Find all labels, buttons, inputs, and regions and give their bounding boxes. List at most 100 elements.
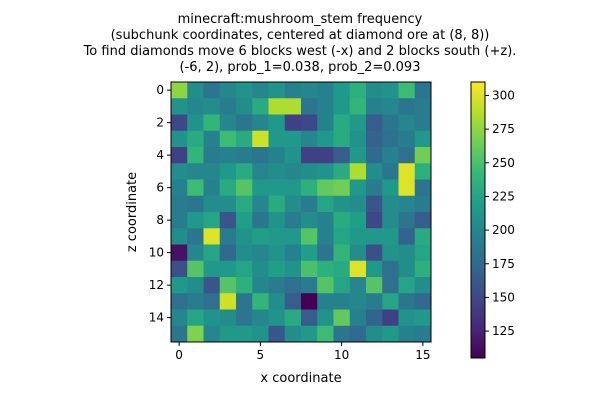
- heatmap-cell: [236, 228, 253, 245]
- heatmap-cell: [171, 260, 188, 278]
- heatmap-cell: [284, 293, 302, 310]
- heatmap-cell: [317, 82, 334, 99]
- heatmap-cell: [382, 98, 399, 115]
- heatmap-cell: [398, 309, 416, 327]
- heatmap-cell: [268, 309, 286, 327]
- heatmap-cell: [317, 260, 334, 278]
- heatmap-cell: [366, 163, 383, 180]
- heatmap-cell: [187, 325, 204, 343]
- y-tick-label: 12: [149, 278, 164, 292]
- heatmap-cell: [333, 130, 351, 148]
- heatmap-cell: [236, 325, 253, 343]
- heatmap-cell: [414, 147, 432, 164]
- heatmap-cell: [284, 163, 302, 180]
- heatmap-cell: [171, 325, 188, 343]
- heatmap-cell: [333, 179, 351, 197]
- heatmap-cell: [366, 82, 383, 99]
- heatmap-cell: [284, 277, 302, 294]
- heatmap-cell: [171, 179, 188, 197]
- heatmap-cell: [349, 98, 367, 115]
- heatmap-cell: [333, 228, 351, 245]
- heatmap-cell: [349, 147, 367, 164]
- heatmap-cell: [382, 163, 399, 180]
- heatmap-cell: [236, 114, 253, 132]
- colorbar-tick-label: 175: [492, 257, 515, 271]
- colorbar-tick-label: 275: [492, 122, 515, 136]
- heatmap-cell: [366, 309, 383, 327]
- heatmap-cell: [349, 244, 367, 262]
- colorbar-tick-label: 250: [492, 156, 515, 170]
- heatmap-cell: [398, 82, 416, 99]
- x-axis-label: x coordinate: [260, 371, 341, 386]
- heatmap-cell: [333, 293, 351, 310]
- heatmap-cell: [398, 114, 416, 132]
- heatmap-cell: [349, 293, 367, 310]
- heatmap-cell: [187, 277, 204, 294]
- heatmap-cell: [398, 277, 416, 294]
- heatmap-cell: [203, 260, 221, 278]
- y-tick-label: 6: [156, 181, 164, 195]
- heatmap-cell: [414, 260, 432, 278]
- heatmap-cell: [382, 293, 399, 310]
- heatmap-cell: [317, 147, 334, 164]
- y-tick-label: 0: [156, 83, 164, 97]
- heatmap-cell: [219, 228, 237, 245]
- heatmap-cell: [203, 244, 221, 262]
- heatmap-cell: [398, 260, 416, 278]
- heatmap-cell: [349, 228, 367, 245]
- heatmap-cell: [219, 260, 237, 278]
- heatmap-cell: [366, 130, 383, 148]
- heatmap-cell: [414, 293, 432, 310]
- heatmap-cell: [317, 195, 334, 213]
- heatmap-cell: [301, 309, 318, 327]
- heatmap-cell: [219, 114, 237, 132]
- heatmap-cell: [252, 130, 269, 148]
- heatmap-cell: [414, 195, 432, 213]
- heatmap-cell: [366, 244, 383, 262]
- chart-title-line-4: (-6, 2), prob_1=0.038, prob_2=0.093: [179, 60, 421, 75]
- heatmap-cell: [366, 228, 383, 245]
- heatmap-cell: [414, 179, 432, 197]
- heatmap-cell: [268, 98, 286, 115]
- heatmap-cell: [333, 114, 351, 132]
- heatmap-cell: [398, 98, 416, 115]
- heatmap-cell: [382, 195, 399, 213]
- heatmap-cell: [268, 179, 286, 197]
- heatmap-cell: [219, 163, 237, 180]
- heatmap-cell: [171, 147, 188, 164]
- heatmap-cell: [219, 98, 237, 115]
- heatmap-cell: [203, 277, 221, 294]
- heatmap-cell: [366, 98, 383, 115]
- heatmap-cell: [301, 260, 318, 278]
- heatmap-cell: [171, 163, 188, 180]
- chart-title-line-3: To find diamonds move 6 blocks west (-x)…: [83, 44, 517, 59]
- heatmap-cell: [187, 114, 204, 132]
- heatmap-cell: [349, 179, 367, 197]
- colorbar-tick-label: 200: [492, 223, 515, 237]
- colorbar-frame: [470, 81, 486, 359]
- heatmap-cell: [252, 195, 269, 213]
- heatmap-cell: [382, 212, 399, 229]
- heatmap-cell: [333, 277, 351, 294]
- heatmap-cell: [236, 244, 253, 262]
- heatmap-cell: [203, 163, 221, 180]
- heatmap-cell: [236, 195, 253, 213]
- heatmap-cell: [414, 130, 432, 148]
- heatmap-cell: [252, 212, 269, 229]
- heatmap-cell: [187, 147, 204, 164]
- heatmap-cell: [349, 82, 367, 99]
- heatmap-cell: [236, 147, 253, 164]
- heatmap-cell: [268, 130, 286, 148]
- heatmap-cell: [284, 195, 302, 213]
- heatmap-cell: [268, 277, 286, 294]
- heatmap-cell: [349, 309, 367, 327]
- heatmap-cell: [414, 277, 432, 294]
- heatmap-cell: [171, 98, 188, 115]
- heatmap-cell: [382, 309, 399, 327]
- heatmap-cell: [301, 147, 318, 164]
- heatmap-cell: [203, 228, 221, 245]
- heatmap-cell: [414, 228, 432, 245]
- heatmap-cell: [219, 130, 237, 148]
- heatmap-cell: [171, 309, 188, 327]
